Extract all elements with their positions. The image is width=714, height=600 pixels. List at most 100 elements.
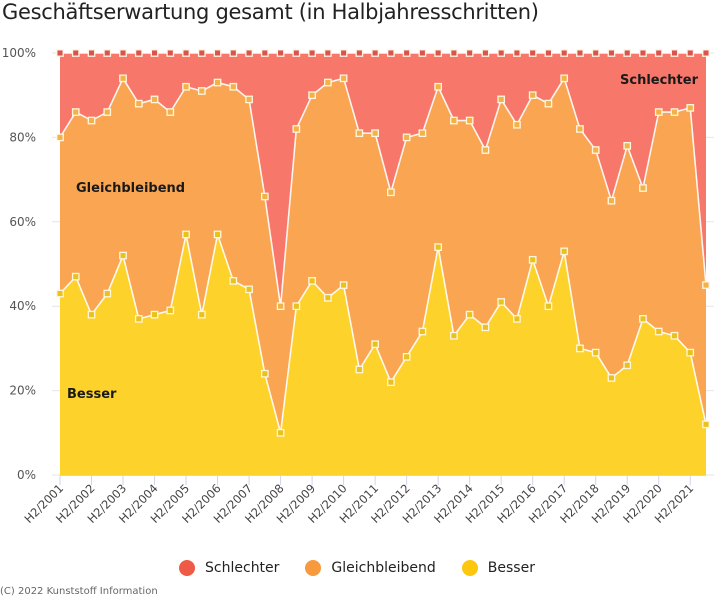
legend-dot-besser-icon xyxy=(461,560,478,576)
marker-schlechter xyxy=(197,49,206,57)
marker-gleichbleibend xyxy=(450,116,458,125)
y-tick-label: 40% xyxy=(9,299,36,313)
marker-gleichbleibend xyxy=(308,91,316,100)
marker-gleichbleibend xyxy=(371,129,379,138)
marker-gleichbleibend xyxy=(654,108,663,116)
marker-besser xyxy=(623,361,632,370)
marker-gleichbleibend xyxy=(119,74,127,83)
marker-gleichbleibend xyxy=(402,133,411,142)
marker-gleichbleibend xyxy=(339,74,348,83)
marker-besser xyxy=(560,247,569,256)
legend-item-gleichbleibend[interactable]: Gleichbleibend xyxy=(305,560,436,576)
marker-besser xyxy=(150,310,159,319)
marker-schlechter xyxy=(103,49,112,57)
area-gleichbleibend xyxy=(60,78,706,433)
marker-schlechter xyxy=(639,49,647,57)
marker-schlechter xyxy=(229,49,238,57)
marker-schlechter xyxy=(245,49,253,57)
marker-gleichbleibend xyxy=(150,95,159,104)
marker-schlechter xyxy=(450,49,458,57)
marker-besser xyxy=(639,315,647,323)
marker-gleichbleibend xyxy=(576,125,584,133)
marker-besser xyxy=(119,251,127,260)
legend-label: Besser xyxy=(487,560,535,576)
marker-schlechter xyxy=(544,49,553,57)
marker-gleichbleibend xyxy=(639,184,647,192)
marker-schlechter xyxy=(371,49,379,57)
marker-besser xyxy=(56,289,64,298)
y-tick-label: 60% xyxy=(9,215,36,229)
area-besser xyxy=(60,234,706,475)
marker-besser xyxy=(544,302,553,311)
marker-gleichbleibend xyxy=(324,78,332,87)
marker-gleichbleibend xyxy=(260,192,269,201)
marker-besser xyxy=(670,331,679,340)
marker-besser xyxy=(465,310,474,319)
marker-schlechter xyxy=(576,49,584,57)
marker-gleichbleibend xyxy=(513,120,521,129)
marker-schlechter xyxy=(702,49,710,57)
marker-besser xyxy=(182,230,190,239)
legend: Schlechter Gleichbleibend Besser xyxy=(0,560,714,576)
marker-besser xyxy=(260,369,269,378)
label-besser: Besser xyxy=(67,387,117,402)
marker-gleichbleibend xyxy=(229,82,238,91)
marker-besser xyxy=(245,285,253,294)
stacked-area-chart: 0% 20% 40% 60% 80% 100% H2/2001H2/2002H2/2003… xyxy=(2,46,714,526)
chart-title: Geschäftserwartung gesamt (in Halbjahres… xyxy=(2,0,539,24)
series-markers xyxy=(56,49,710,437)
legend-item-schlechter[interactable]: Schlechter xyxy=(179,560,279,576)
marker-schlechter xyxy=(434,49,442,57)
marker-schlechter xyxy=(119,49,127,57)
marker-besser xyxy=(702,420,710,429)
marker-gleichbleibend xyxy=(544,99,553,108)
marker-besser xyxy=(229,277,238,285)
marker-schlechter xyxy=(56,49,64,57)
marker-besser xyxy=(276,428,285,437)
marker-besser xyxy=(513,315,521,323)
marker-schlechter xyxy=(260,49,269,57)
marker-besser xyxy=(481,323,490,332)
marker-besser xyxy=(418,327,427,336)
marker-schlechter xyxy=(71,49,80,57)
marker-schlechter xyxy=(686,49,695,57)
marker-schlechter xyxy=(560,49,569,57)
x-axis: H2/2001H2/2002H2/2003H2/2004H2/2005H2/20… xyxy=(21,475,706,526)
marker-gleichbleibend xyxy=(213,78,222,87)
y-tick-label: 100% xyxy=(2,46,36,60)
marker-besser xyxy=(71,272,80,281)
marker-gleichbleibend xyxy=(134,99,143,108)
marker-gleichbleibend xyxy=(182,82,190,91)
credits[interactable]: (C) 2022 Kunststoff Information xyxy=(0,586,158,597)
marker-gleichbleibend xyxy=(87,116,96,125)
legend-item-besser[interactable]: Besser xyxy=(461,560,535,576)
marker-schlechter xyxy=(623,49,632,57)
marker-schlechter xyxy=(481,49,490,57)
marker-besser xyxy=(355,365,364,374)
marker-besser xyxy=(197,310,206,319)
marker-gleichbleibend xyxy=(292,125,301,133)
y-axis: 0% 20% 40% 60% 80% 100% xyxy=(2,46,36,482)
marker-schlechter xyxy=(355,49,364,57)
marker-gleichbleibend xyxy=(103,108,112,116)
marker-gleichbleibend xyxy=(56,133,64,142)
marker-gleichbleibend xyxy=(418,129,427,138)
marker-besser xyxy=(87,310,96,319)
marker-besser xyxy=(402,352,411,361)
marker-schlechter xyxy=(213,49,222,57)
marker-gleichbleibend xyxy=(686,104,695,112)
marker-besser xyxy=(607,374,616,382)
y-tick-label: 20% xyxy=(9,384,36,398)
marker-schlechter xyxy=(339,49,348,57)
marker-schlechter xyxy=(418,49,427,57)
marker-gleichbleibend xyxy=(387,188,395,197)
marker-schlechter xyxy=(387,49,395,57)
marker-schlechter xyxy=(497,49,506,57)
marker-besser xyxy=(339,281,348,289)
marker-gleichbleibend xyxy=(245,95,253,104)
marker-gleichbleibend xyxy=(560,74,569,83)
marker-besser xyxy=(213,230,222,239)
marker-schlechter xyxy=(166,49,175,57)
marker-besser xyxy=(591,348,600,357)
marker-besser xyxy=(387,378,395,387)
